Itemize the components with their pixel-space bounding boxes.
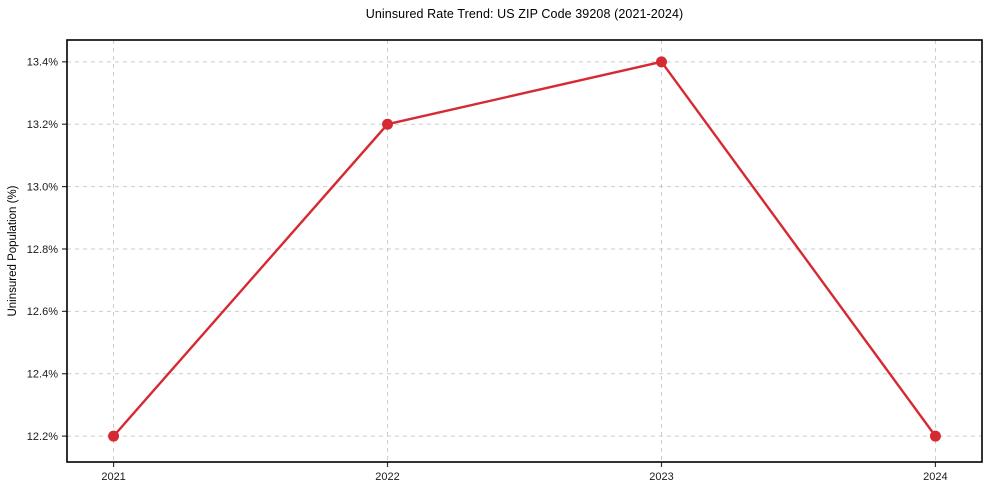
data-point-marker	[382, 118, 394, 130]
y-tick-label: 12.2%	[27, 431, 58, 443]
x-tick-label: 2021	[101, 471, 125, 483]
plot-border	[66, 39, 983, 463]
y-tick-label: 13.4%	[27, 57, 58, 69]
y-tick-label: 12.6%	[27, 306, 58, 318]
y-axis-label: Uninsured Population (%)	[7, 185, 19, 317]
y-tick-label: 13.0%	[27, 181, 58, 193]
y-tick-label: 13.2%	[27, 119, 58, 131]
trend-line	[112, 60, 937, 438]
x-tick-label: 2023	[649, 471, 673, 483]
data-point-marker	[655, 56, 667, 68]
y-tick-label: 12.4%	[27, 369, 58, 381]
y-tick-label: 12.8%	[27, 244, 58, 256]
data-point-marker	[929, 430, 941, 442]
data-point-marker	[108, 430, 120, 442]
chart-title: Uninsured Rate Trend: US ZIP Code 39208 …	[365, 7, 684, 21]
x-tick-label: 2022	[375, 471, 399, 483]
x-tick-label: 2024	[923, 471, 947, 483]
